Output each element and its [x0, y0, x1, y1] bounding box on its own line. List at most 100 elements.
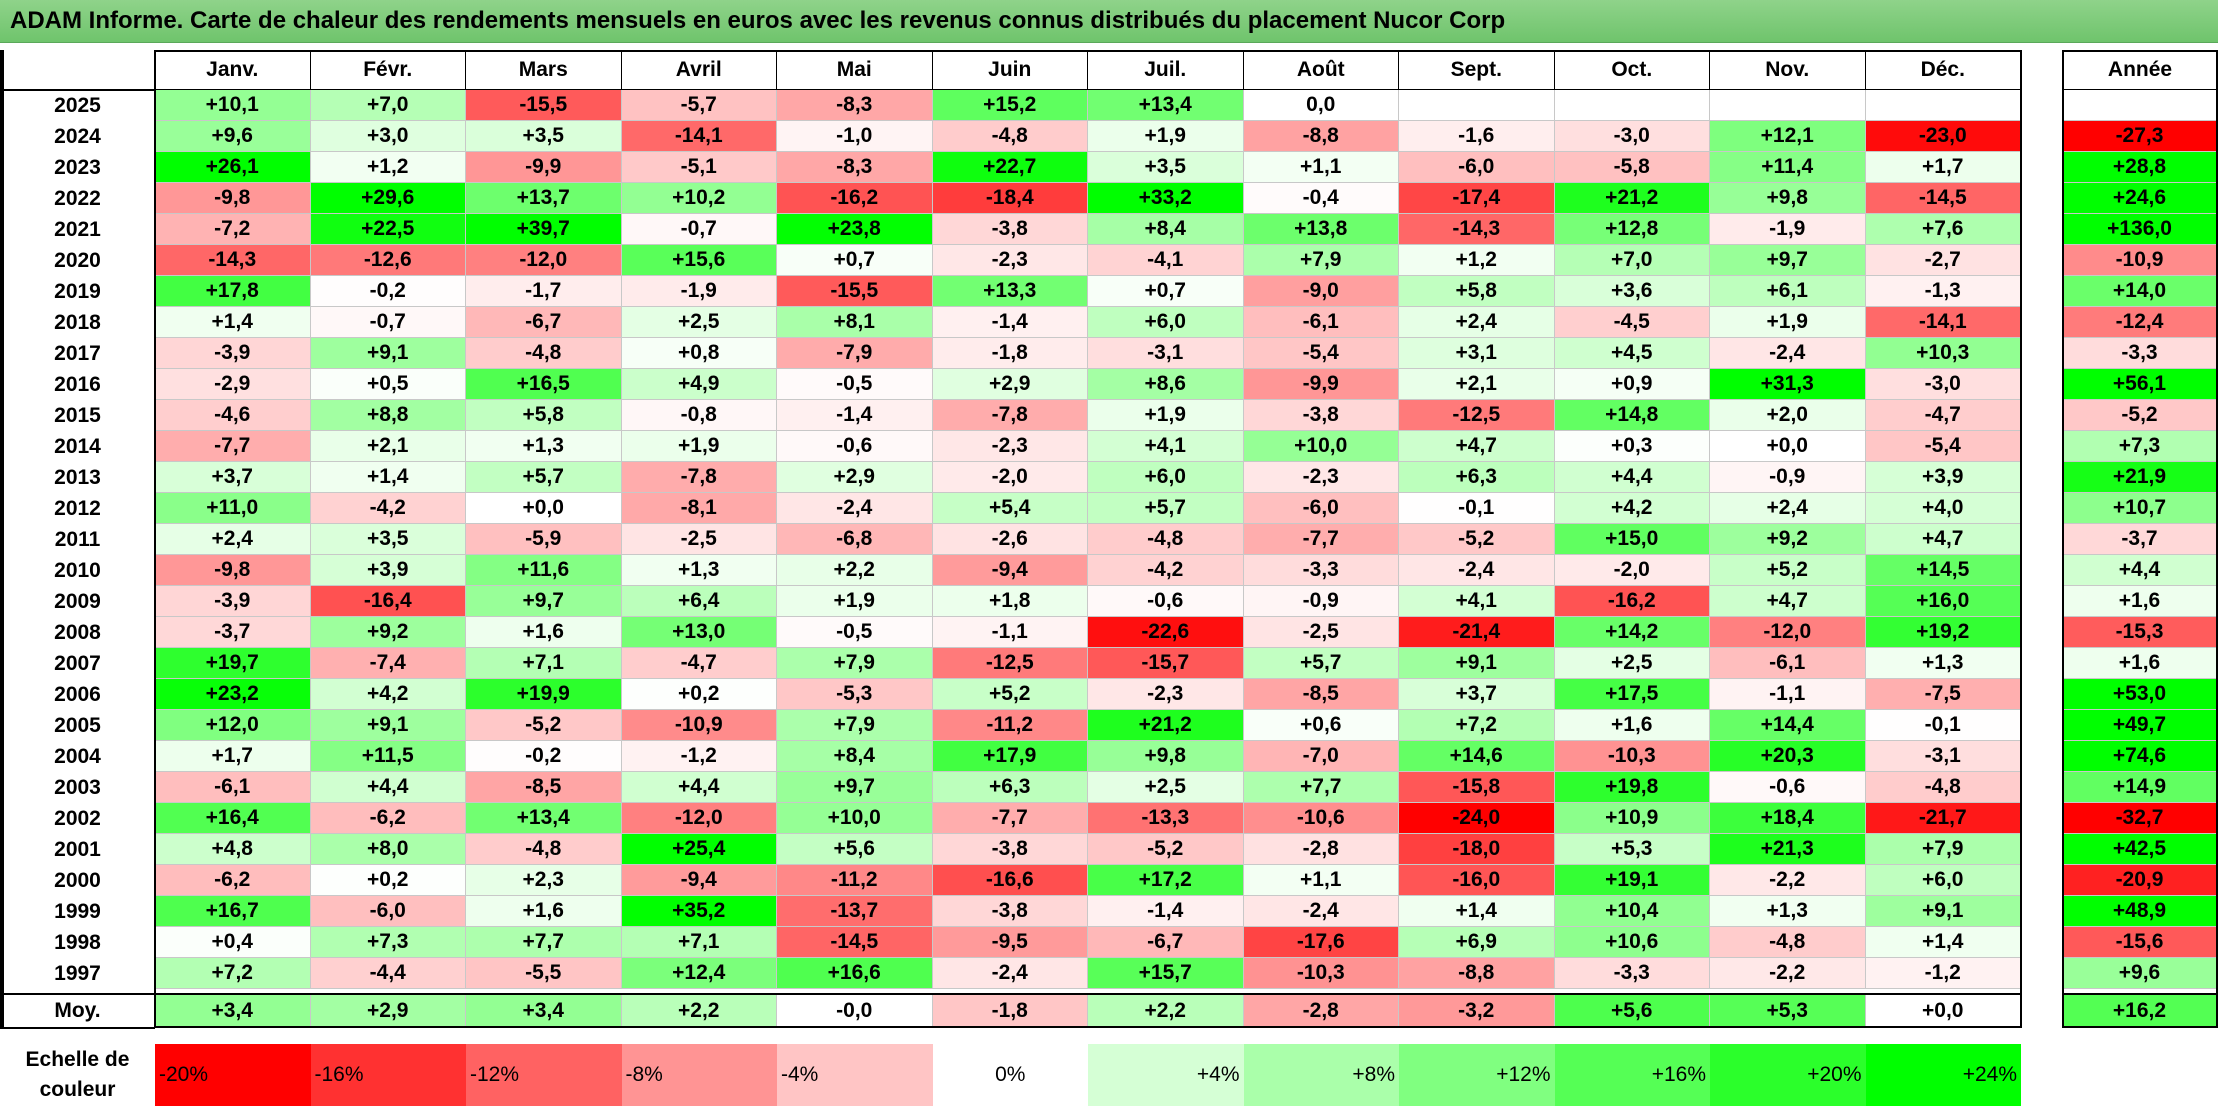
annual-total-cell: -10,9 — [2062, 245, 2218, 276]
heatmap-cell: +2,1 — [1399, 369, 1555, 400]
heatmap-cell: -2,3 — [1088, 679, 1244, 710]
heatmap-cell: +5,3 — [1554, 834, 1710, 865]
heatmap-cell: -4,6 — [155, 400, 311, 431]
heatmap-cell: +9,8 — [1088, 741, 1244, 772]
heatmap-cell: +1,6 — [466, 617, 622, 648]
annual-total-cell: -5,2 — [2062, 400, 2218, 431]
heatmap-cell: +7,1 — [466, 648, 622, 679]
heatmap-cell: +13,7 — [466, 183, 622, 214]
heatmap-cell: +4,4 — [310, 772, 466, 803]
heatmap-cell: -14,1 — [1865, 307, 2021, 338]
heatmap-cell: -14,1 — [621, 121, 777, 152]
year-label: 2024 — [0, 121, 155, 152]
heatmap-cell: +8,6 — [1088, 369, 1244, 400]
heatmap-cell: -4,1 — [1088, 245, 1244, 276]
month-header: Déc. — [1865, 50, 2021, 90]
heatmap-cell: -17,4 — [1399, 183, 1555, 214]
month-header: Juil. — [1088, 50, 1244, 90]
heatmap-cell: +6,0 — [1865, 865, 2021, 896]
color-scale-swatch: +4% — [1088, 1044, 1244, 1106]
heatmap-cell: -14,5 — [1865, 183, 2021, 214]
heatmap-cell: +4,5 — [1554, 338, 1710, 369]
heatmap-cell: +0,0 — [1710, 431, 1866, 462]
heatmap-cell: -1,1 — [1710, 679, 1866, 710]
heatmap-cell: +11,0 — [155, 493, 311, 524]
heatmap-cell: -1,7 — [466, 276, 622, 307]
color-scale-swatch: -16% — [310, 1044, 466, 1106]
title-bar: ADAM Informe. Carte de chaleur des rende… — [0, 0, 2218, 43]
heatmap-cell: -0,5 — [777, 617, 933, 648]
heatmap-cell: -10,9 — [621, 710, 777, 741]
heatmap-cell: -0,7 — [310, 307, 466, 338]
heatmap-cell: -5,5 — [466, 958, 622, 989]
heatmap-cell — [1399, 90, 1555, 121]
heatmap-cell: +7,6 — [1865, 214, 2021, 245]
heatmap-cell: +6,9 — [1399, 927, 1555, 958]
heatmap-cell: -23,0 — [1865, 121, 2021, 152]
heatmap-cell: -2,7 — [1865, 245, 2021, 276]
heatmap-cell: +2,5 — [1088, 772, 1244, 803]
heatmap-cell: -2,4 — [1710, 338, 1866, 369]
heatmap-cell: +21,2 — [1088, 710, 1244, 741]
heatmap-cell: -1,8 — [932, 338, 1088, 369]
heatmap-cell: +4,9 — [621, 369, 777, 400]
heatmap-cell: -2,8 — [1243, 834, 1399, 865]
heatmap-cell: +13,8 — [1243, 214, 1399, 245]
heatmap-cell: +3,5 — [1088, 152, 1244, 183]
heatmap-cell: +4,2 — [1554, 493, 1710, 524]
heatmap-cell: +18,4 — [1710, 803, 1866, 834]
annual-total-cell: +21,9 — [2062, 462, 2218, 493]
heatmap-cell: +0,2 — [310, 865, 466, 896]
heatmap-cell: +1,2 — [310, 152, 466, 183]
mean-cell: +2,2 — [621, 994, 777, 1028]
year-label: 1999 — [0, 896, 155, 927]
annual-total-cell: +24,6 — [2062, 183, 2218, 214]
mean-cell: -3,2 — [1399, 994, 1555, 1028]
year-label: 2000 — [0, 865, 155, 896]
color-scale-swatch: +8% — [1243, 1044, 1399, 1106]
heatmap-cell: -8,3 — [777, 90, 933, 121]
heatmap-cell: -22,6 — [1088, 617, 1244, 648]
heatmap-cell: -7,4 — [310, 648, 466, 679]
heatmap-cell: +4,1 — [1088, 431, 1244, 462]
heatmap-cell: -2,5 — [1243, 617, 1399, 648]
heatmap-cell: -17,6 — [1243, 927, 1399, 958]
year-label: 2009 — [0, 586, 155, 617]
heatmap-cell: -3,7 — [155, 617, 311, 648]
heatmap-cell: -5,4 — [1243, 338, 1399, 369]
heatmap-cell: +0,9 — [1554, 369, 1710, 400]
heatmap-cell: +13,3 — [932, 276, 1088, 307]
mean-top-rule-grid — [155, 993, 2021, 995]
heatmap-cell: +2,9 — [777, 462, 933, 493]
heatmap-cell: -8,1 — [621, 493, 777, 524]
year-label: 2013 — [0, 462, 155, 493]
heatmap-cell: -3,3 — [1243, 555, 1399, 586]
heatmap-cell: -4,8 — [466, 834, 622, 865]
heatmap-cell: +0,3 — [1554, 431, 1710, 462]
annual-total-cell: +48,9 — [2062, 896, 2218, 927]
heatmap-cell: -10,3 — [1554, 741, 1710, 772]
heatmap-cell: +19,9 — [466, 679, 622, 710]
year-label: 2004 — [0, 741, 155, 772]
heatmap-cell: -0,5 — [777, 369, 933, 400]
heatmap-cell: -2,9 — [155, 369, 311, 400]
heatmap-cell: -4,2 — [310, 493, 466, 524]
mean-cell: -2,8 — [1243, 994, 1399, 1028]
heatmap-cell: +13,0 — [621, 617, 777, 648]
annual-total-cell: -15,6 — [2062, 927, 2218, 958]
heatmap-cell: -0,6 — [1088, 586, 1244, 617]
heatmap-cell: +9,6 — [155, 121, 311, 152]
heatmap-cell: -3,0 — [1554, 121, 1710, 152]
heatmap-cell: -16,0 — [1399, 865, 1555, 896]
heatmap-cell: +1,9 — [1088, 400, 1244, 431]
month-header: Mars — [466, 50, 622, 90]
heatmap-cell: -3,9 — [155, 338, 311, 369]
heatmap-cell: +0,2 — [621, 679, 777, 710]
heatmap-cell: +6,0 — [1088, 307, 1244, 338]
heatmap-cell: -4,5 — [1554, 307, 1710, 338]
mean-cell: +2,9 — [310, 994, 466, 1028]
heatmap-cell: +1,1 — [1243, 152, 1399, 183]
heatmap-cell — [1554, 90, 1710, 121]
heatmap-cell: +39,7 — [466, 214, 622, 245]
heatmap-cell: +13,4 — [1088, 90, 1244, 121]
